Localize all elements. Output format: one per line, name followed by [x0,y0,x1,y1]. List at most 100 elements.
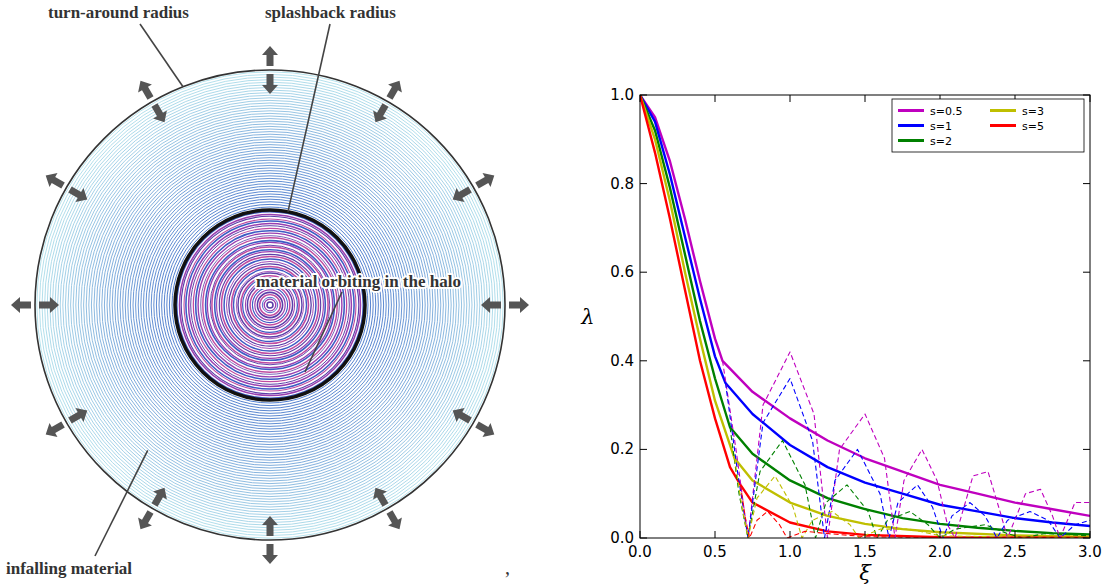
x-tick [865,95,866,102]
leader-line [288,24,330,212]
infall-ring [71,106,470,505]
infall-ring [89,124,451,486]
infall-ring [78,113,461,496]
infall-ring [91,126,448,483]
x-tick-label: 1.5 [853,543,877,561]
x-axis-title: ξ [859,561,872,585]
infall-ring [162,197,379,414]
orbit-ring [250,285,290,325]
infall-ring [76,111,464,499]
infall-ring [97,132,444,479]
arrows [11,46,529,564]
diagram-label: infalling material [6,559,132,578]
arrow [262,544,278,564]
y-tick [1083,272,1090,273]
orbit-ring [267,302,273,308]
infall-ring [47,82,493,528]
infall-ring [58,93,483,518]
arrow [453,408,472,423]
orbit-ring [257,292,282,317]
orbit-ring [252,287,287,322]
infall-ring [73,108,467,502]
arrow [387,510,402,529]
y-tick-label: 0.8 [610,175,634,193]
infall-ring [130,165,409,444]
orbit-ring [181,216,359,394]
x-tick [940,531,941,538]
infall-ring [120,155,420,455]
infall-ring [133,168,407,442]
orbit-ring [198,233,342,377]
arrow [373,488,388,507]
x-tick [790,531,791,538]
x-tick [640,531,641,538]
orbit-ring [203,238,337,372]
dashed-line [730,427,1090,538]
x-tick [865,531,866,538]
infall-ring [167,202,373,408]
arrow [453,187,472,202]
figure: turn-around radiussplashback radiusmater… [0,0,1115,585]
infall-ring [52,87,487,522]
infall-ring [112,147,428,463]
legend-label: s=5 [1022,120,1044,133]
arrow [46,173,65,188]
infall-ring [50,85,490,525]
legend-label: s=3 [1022,105,1044,118]
dashed-line [735,458,1091,538]
infall-ring [94,129,446,481]
legend-swatch [990,109,1016,112]
infall-ring [81,116,459,494]
y-tick [1083,360,1090,361]
arrow [138,510,153,529]
infall-ring [68,103,472,507]
orbit-ring [201,236,340,375]
infall-rings [37,72,503,538]
y-tick [640,272,647,273]
arrow [152,488,167,507]
x-tick-label: 1.0 [778,543,802,561]
orbit-ring [196,231,345,380]
x-tick [1090,531,1091,538]
diagram-label: turn-around radius [48,3,189,22]
legend: s=0.5s=1s=2s=3s=5 [892,99,1084,152]
infall-ring [115,150,425,460]
arrow [262,74,278,94]
solid-line [640,95,1090,537]
y-tick [1083,95,1090,96]
arrow [152,103,167,122]
y-tick [640,183,647,184]
orbit-ring [184,219,356,391]
orbit-rings [177,212,363,398]
x-tick-label: 3.0 [1078,543,1102,561]
leader-line [305,292,342,372]
y-tick-label: 0.4 [610,352,634,370]
orbit-ring [255,290,285,320]
orbit-ring [219,254,320,355]
x-tick [790,95,791,102]
diagram-label: material orbiting in the halo [256,272,461,291]
leader-line [140,24,183,87]
infall-ring [138,173,402,437]
arrow [39,297,59,313]
solid-line [640,95,1090,538]
infall-ring [37,72,503,538]
infall-ring [42,77,498,533]
infall-ring [159,194,381,416]
infall-ring [172,207,368,403]
y-tick-label: 0.6 [610,263,634,281]
dashed-line [723,352,1091,538]
splashback-circle [175,210,365,400]
x-tick-label: 2.0 [928,543,952,561]
infall-ring [102,137,438,473]
orbit-ring [180,215,361,396]
dashed-line [741,485,1091,538]
arrow [11,297,31,313]
orbit-ring [215,250,326,361]
legend-label: s=2 [930,135,952,148]
orbit-ring [210,245,330,365]
y-tick [640,360,647,361]
infall-ring [143,178,396,431]
infall-ring [146,181,394,429]
y-tick-label: 0.0 [610,529,634,547]
